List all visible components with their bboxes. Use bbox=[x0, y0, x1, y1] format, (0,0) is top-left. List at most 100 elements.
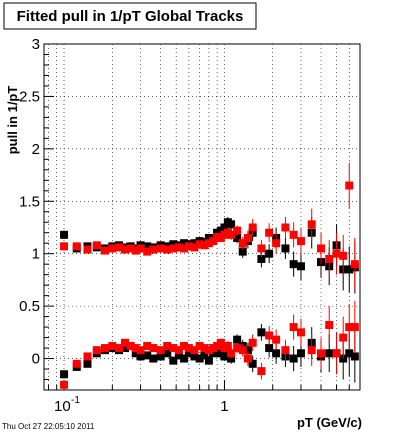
data-point bbox=[163, 245, 172, 254]
data-point bbox=[345, 265, 354, 274]
data-point bbox=[272, 335, 281, 344]
data-point bbox=[350, 323, 359, 332]
data-point bbox=[114, 344, 123, 353]
data-point bbox=[92, 241, 101, 250]
data-point bbox=[180, 244, 189, 253]
data-point bbox=[60, 242, 69, 251]
data-point bbox=[345, 349, 354, 358]
data-point bbox=[204, 346, 213, 355]
data-point bbox=[307, 346, 316, 355]
data-point bbox=[174, 346, 183, 355]
data-point bbox=[131, 246, 140, 255]
data-point bbox=[83, 352, 92, 361]
data-point bbox=[204, 239, 213, 248]
y-tick-label: 0.5 bbox=[19, 298, 40, 315]
data-point bbox=[257, 254, 266, 263]
data-point bbox=[289, 230, 298, 239]
data-point bbox=[108, 341, 117, 350]
data-point bbox=[339, 251, 348, 260]
data-point bbox=[114, 243, 123, 252]
data-point bbox=[136, 244, 145, 253]
data-point bbox=[121, 344, 130, 353]
data-point bbox=[131, 349, 140, 358]
y-tick-label: 1.5 bbox=[19, 193, 40, 210]
data-point bbox=[136, 346, 145, 355]
data-point bbox=[174, 243, 183, 252]
plot-frame bbox=[43, 43, 361, 391]
chart-title: Fitted pull in 1/pT Global Tracks bbox=[17, 8, 244, 25]
data-point bbox=[257, 244, 266, 253]
data-point bbox=[265, 331, 274, 340]
y-tick-label: 2 bbox=[32, 141, 40, 158]
data-point bbox=[345, 323, 354, 332]
title-box: Fitted pull in 1/pT Global Tracks bbox=[3, 2, 257, 30]
data-point bbox=[296, 237, 305, 246]
data-point bbox=[281, 223, 290, 232]
data-point bbox=[265, 228, 274, 237]
data-point bbox=[131, 344, 140, 353]
data-point bbox=[83, 245, 92, 254]
data-point bbox=[233, 344, 242, 353]
data-point bbox=[216, 338, 225, 347]
data-point bbox=[156, 244, 165, 253]
y-tick-label: 2.5 bbox=[19, 88, 40, 105]
data-point bbox=[296, 328, 305, 337]
data-markers bbox=[60, 162, 359, 389]
data-point bbox=[149, 354, 158, 363]
data-point bbox=[100, 246, 109, 255]
data-point bbox=[243, 233, 252, 242]
data-point bbox=[190, 243, 199, 252]
data-point bbox=[204, 356, 213, 365]
data-point bbox=[265, 249, 274, 258]
data-point bbox=[143, 351, 152, 360]
y-axis-title: pull in 1/pT bbox=[5, 86, 20, 155]
data-point bbox=[339, 333, 348, 342]
data-point bbox=[190, 239, 199, 248]
data-point bbox=[200, 344, 209, 353]
data-point bbox=[149, 245, 158, 254]
data-point bbox=[289, 354, 298, 363]
data-point bbox=[60, 380, 69, 389]
data-point bbox=[190, 352, 199, 361]
x-tick-label: 10 bbox=[54, 398, 71, 415]
x-axis-title: pT (GeV/c) bbox=[297, 415, 362, 430]
data-point bbox=[169, 344, 178, 353]
title-box-frame bbox=[3, 2, 257, 30]
plot-area: 0 0.5 1 1.5 2 2.5 3 10 -1 1 bbox=[19, 36, 361, 415]
data-point bbox=[184, 242, 193, 251]
data-point bbox=[195, 341, 204, 350]
data-point bbox=[184, 344, 193, 353]
data-point bbox=[121, 245, 130, 254]
data-point bbox=[233, 233, 242, 242]
data-point bbox=[227, 220, 236, 229]
footer-timestamp: Thu Oct 27 22:05:10 2011 bbox=[2, 422, 95, 431]
data-point bbox=[83, 359, 92, 368]
x-tick-label: 1 bbox=[220, 398, 228, 415]
data-point bbox=[149, 344, 158, 353]
data-point bbox=[243, 354, 252, 363]
data-point bbox=[238, 346, 247, 355]
y-axis: 0 0.5 1 1.5 2 2.5 3 bbox=[19, 36, 54, 391]
x-axis: 10 -1 1 bbox=[47, 380, 361, 415]
data-point bbox=[345, 181, 354, 190]
data-point bbox=[332, 349, 341, 358]
data-point bbox=[325, 254, 334, 263]
data-point bbox=[180, 354, 189, 363]
data-point bbox=[238, 239, 247, 248]
data-point bbox=[289, 323, 298, 332]
data-point bbox=[317, 244, 326, 253]
data-point bbox=[60, 370, 69, 379]
data-point bbox=[174, 351, 183, 360]
data-point bbox=[195, 240, 204, 249]
data-point bbox=[350, 352, 359, 361]
data-point bbox=[325, 320, 334, 329]
data-point bbox=[272, 349, 281, 358]
data-point bbox=[238, 247, 247, 256]
data-point bbox=[195, 354, 204, 363]
data-point bbox=[169, 240, 178, 249]
data-point bbox=[143, 242, 152, 251]
data-point bbox=[180, 341, 189, 350]
data-point bbox=[248, 338, 257, 347]
data-point bbox=[248, 223, 257, 232]
data-point bbox=[156, 352, 165, 361]
